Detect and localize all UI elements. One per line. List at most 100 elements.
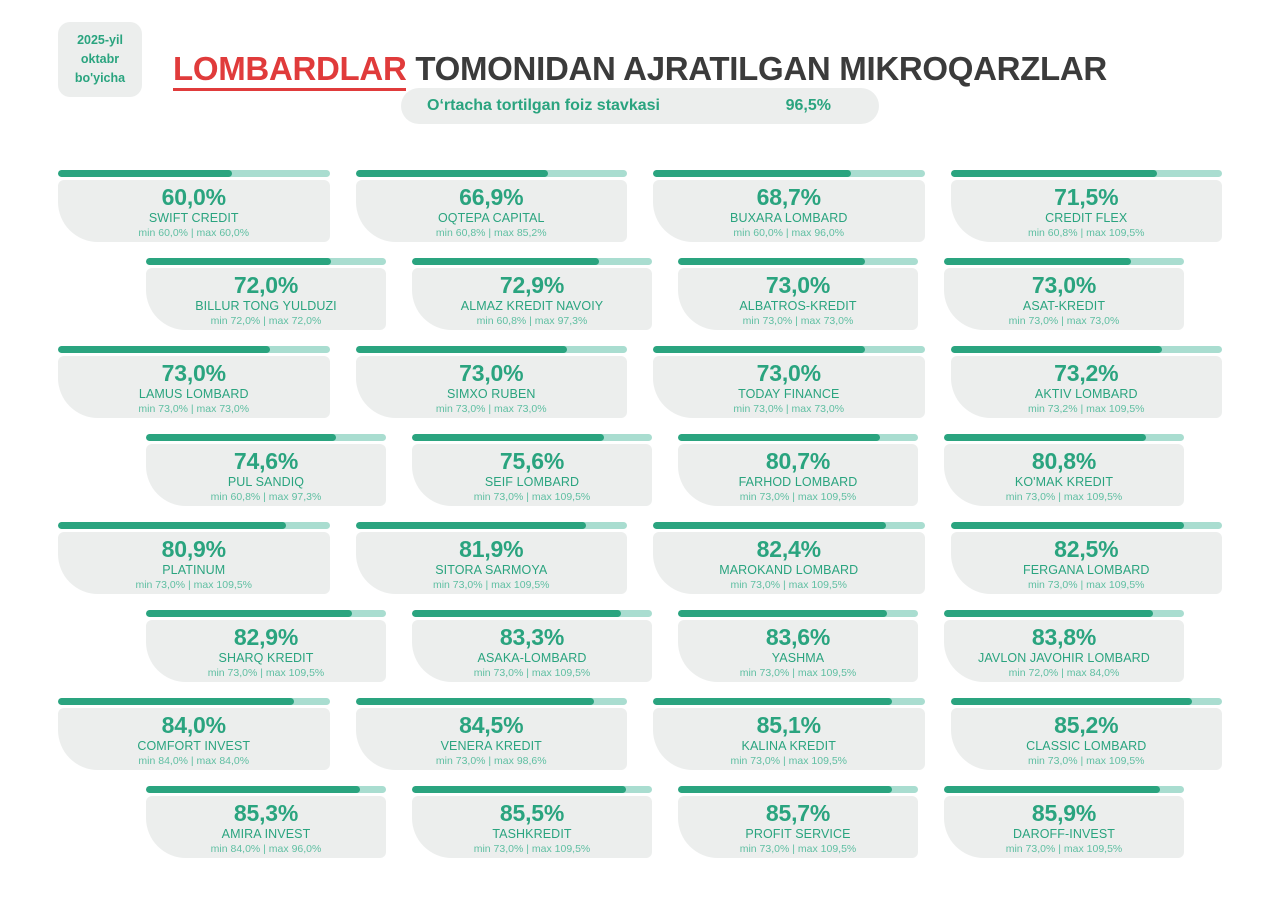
card-body: 82,5% FERGANA LOMBARD min 73,0% | max 109,… bbox=[950, 532, 1222, 594]
card-percentage: 75,6% bbox=[499, 448, 565, 474]
rate-bar-fill bbox=[944, 786, 1160, 793]
card-body: 73,0% ALBATROS-KREDIT min 73,0% | max 73,0… bbox=[678, 268, 918, 330]
rate-bar-fill bbox=[146, 786, 360, 793]
lombard-card[interactable]: 80,7% FARHOD LOMBARD min 73,0% | max 109,5… bbox=[678, 434, 918, 522]
card-percentage: 68,7% bbox=[756, 184, 821, 210]
card-percentage: 83,6% bbox=[765, 624, 831, 650]
lombard-card[interactable]: 82,5% FERGANA LOMBARD min 73,0% | max 109,… bbox=[950, 522, 1222, 610]
lombard-card[interactable]: 80,8% KO'MAK KREDIT min 73,0% | max 109,5% bbox=[944, 434, 1184, 522]
rate-bar-fill bbox=[58, 170, 232, 177]
lombard-card[interactable]: 74,6% PUL SANDIQ min 60,8% | max 97,3% bbox=[146, 434, 386, 522]
rate-bar-track bbox=[950, 522, 1222, 529]
lombard-cards-grid: 60,0% SWIFT CREDIT min 60,0% | max 60,0% 66… bbox=[0, 170, 1280, 874]
card-body: 83,8% JAVLON JAVOHIR LOMBARD min 72,0% | m… bbox=[944, 620, 1184, 682]
card-company-name: PUL SANDIQ bbox=[227, 475, 305, 490]
lombard-card[interactable]: 66,9% OQTEPA CAPITAL min 60,8% | max 85,2% bbox=[355, 170, 627, 258]
card-min-max: min 73,0% | max 109,5% bbox=[207, 666, 325, 679]
lombard-card[interactable]: 85,7% PROFIT SERVICE min 73,0% | max 109,5… bbox=[678, 786, 918, 874]
rate-bar-fill bbox=[653, 346, 865, 353]
card-min-max: min 60,0% | max 96,0% bbox=[733, 226, 845, 239]
rate-bar-track bbox=[412, 258, 652, 265]
card-percentage: 73,0% bbox=[1031, 272, 1097, 298]
card-percentage: 82,5% bbox=[1054, 536, 1119, 562]
rate-bar-fill bbox=[58, 522, 287, 529]
card-min-max: min 73,0% | max 109,5% bbox=[135, 578, 253, 591]
lombard-card[interactable]: 85,2% CLASSIC LOMBARD min 73,0% | max 109,… bbox=[950, 698, 1222, 786]
lombard-card[interactable]: 75,6% SEIF LOMBARD min 73,0% | max 109,5% bbox=[412, 434, 652, 522]
card-company-name: MAROKAND LOMBARD bbox=[719, 563, 859, 578]
card-row: 85,3% AMIRA INVEST min 84,0% | max 96,0% 85… bbox=[0, 786, 1280, 874]
card-company-name: FERGANA LOMBARD bbox=[1022, 563, 1150, 578]
lombard-card[interactable]: 71,5% CREDIT FLEX min 60,8% | max 109,5% bbox=[950, 170, 1222, 258]
card-min-max: min 73,0% | max 109,5% bbox=[473, 666, 591, 679]
lombard-card[interactable]: 85,3% AMIRA INVEST min 84,0% | max 96,0% bbox=[146, 786, 386, 874]
card-percentage: 80,7% bbox=[765, 448, 831, 474]
rate-bar-track bbox=[146, 610, 386, 617]
rate-bar-track bbox=[950, 170, 1222, 177]
rate-bar-track bbox=[678, 786, 918, 793]
card-min-max: min 73,0% | max 109,5% bbox=[1005, 842, 1123, 855]
lombard-card[interactable]: 80,9% PLATINUM min 73,0% | max 109,5% bbox=[58, 522, 330, 610]
lombard-card[interactable]: 73,0% LAMUS LOMBARD min 73,0% | max 73,0% bbox=[58, 346, 330, 434]
lombard-card[interactable]: 83,6% YASHMA min 73,0% | max 109,5% bbox=[678, 610, 918, 698]
lombard-card[interactable]: 72,0% BILLUR TONG YULDUZI min 72,0% | max … bbox=[146, 258, 386, 346]
rate-bar-fill bbox=[146, 610, 353, 617]
card-body: 84,0% COMFORT INVEST min 84,0% | max 84,0% bbox=[58, 708, 330, 770]
lombard-card[interactable]: 60,0% SWIFT CREDIT min 60,0% | max 60,0% bbox=[58, 170, 330, 258]
rate-bar-fill bbox=[412, 610, 621, 617]
card-company-name: PROFIT SERVICE bbox=[745, 827, 851, 842]
card-company-name: SITORA SARMOYA bbox=[435, 563, 548, 578]
rate-bar-track bbox=[146, 786, 386, 793]
card-min-max: min 73,0% | max 109,5% bbox=[739, 842, 857, 855]
card-company-name: YASHMA bbox=[771, 651, 825, 666]
card-body: 80,7% FARHOD LOMBARD min 73,0% | max 109,5… bbox=[678, 444, 918, 506]
card-row: 73,0% LAMUS LOMBARD min 73,0% | max 73,0% 7… bbox=[0, 346, 1280, 434]
card-body: 82,4% MAROKAND LOMBARD min 73,0% | max 109… bbox=[653, 532, 925, 594]
lombard-card[interactable]: 73,0% ALBATROS-KREDIT min 73,0% | max 73,0… bbox=[678, 258, 918, 346]
card-company-name: BILLUR TONG YULDUZI bbox=[195, 299, 337, 314]
card-body: 83,6% YASHMA min 73,0% | max 109,5% bbox=[678, 620, 918, 682]
lombard-card[interactable]: 72,9% ALMAZ KREDIT NAVOIY min 60,8% | max … bbox=[412, 258, 652, 346]
rate-bar-track bbox=[950, 698, 1222, 705]
card-min-max: min 72,0% | max 84,0% bbox=[1008, 666, 1120, 679]
card-company-name: SEIF LOMBARD bbox=[484, 475, 580, 490]
card-company-name: CLASSIC LOMBARD bbox=[1026, 739, 1147, 754]
lombard-card[interactable]: 68,7% BUXARA LOMBARD min 60,0% | max 96,0% bbox=[653, 170, 925, 258]
card-company-name: COMFORT INVEST bbox=[137, 739, 251, 754]
date-badge-line-2: oktabr bbox=[80, 51, 120, 66]
lombard-card[interactable]: 73,0% SIMXO RUBEN min 73,0% | max 73,0% bbox=[355, 346, 627, 434]
lombard-card[interactable]: 82,4% MAROKAND LOMBARD min 73,0% | max 109… bbox=[653, 522, 925, 610]
rate-bar-fill bbox=[653, 522, 887, 529]
lombard-card[interactable]: 73,0% ASAT-KREDIT min 73,0% | max 73,0% bbox=[944, 258, 1184, 346]
rate-bar-fill bbox=[678, 258, 866, 265]
card-company-name: FARHOD LOMBARD bbox=[738, 475, 858, 490]
card-company-name: SWIFT CREDIT bbox=[148, 211, 239, 226]
card-percentage: 71,5% bbox=[1054, 184, 1119, 210]
card-min-max: min 84,0% | max 96,0% bbox=[210, 842, 322, 855]
rate-bar-fill bbox=[355, 698, 595, 705]
lombard-card[interactable]: 85,9% DAROFF-INVEST min 73,0% | max 109,5% bbox=[944, 786, 1184, 874]
rate-bar-fill bbox=[950, 698, 1193, 705]
card-min-max: min 73,0% | max 73,0% bbox=[1008, 314, 1120, 327]
lombard-card[interactable]: 85,1% KALINA KREDIT min 73,0% | max 109,5% bbox=[653, 698, 925, 786]
card-body: 85,5% TASHKREDIT min 73,0% | max 109,5% bbox=[412, 796, 652, 858]
lombard-card[interactable]: 84,0% COMFORT INVEST min 84,0% | max 84,0% bbox=[58, 698, 330, 786]
lombard-card[interactable]: 83,3% ASAKA-LOMBARD min 73,0% | max 109,5% bbox=[412, 610, 652, 698]
lombard-card[interactable]: 85,5% TASHKREDIT min 73,0% | max 109,5% bbox=[412, 786, 652, 874]
lombard-card[interactable]: 82,9% SHARQ KREDIT min 73,0% | max 109,5% bbox=[146, 610, 386, 698]
rate-bar-track bbox=[944, 610, 1184, 617]
rate-bar-track bbox=[412, 610, 652, 617]
card-body: 85,2% CLASSIC LOMBARD min 73,0% | max 109,… bbox=[950, 708, 1222, 770]
card-body: 80,8% KO'MAK KREDIT min 73,0% | max 109,5% bbox=[944, 444, 1184, 506]
page-title-rest: TOMONIDAN AJRATILGAN MIKROQARZLAR bbox=[406, 50, 1107, 88]
lombard-card[interactable]: 73,0% TODAY FINANCE min 73,0% | max 73,0% bbox=[653, 346, 925, 434]
lombard-card[interactable]: 73,2% AKTIV LOMBARD min 73,2% | max 109,5% bbox=[950, 346, 1222, 434]
card-min-max: min 73,0% | max 109,5% bbox=[473, 842, 591, 855]
lombard-card[interactable]: 83,8% JAVLON JAVOHIR LOMBARD min 72,0% | m… bbox=[944, 610, 1184, 698]
card-body: 73,0% ASAT-KREDIT min 73,0% | max 73,0% bbox=[944, 268, 1184, 330]
rate-bar-fill bbox=[944, 610, 1153, 617]
lombard-card[interactable]: 81,9% SITORA SARMOYA min 73,0% | max 109,5… bbox=[355, 522, 627, 610]
card-min-max: min 73,0% | max 73,0% bbox=[733, 402, 845, 415]
lombard-card[interactable]: 84,5% VENERA KREDIT min 73,0% | max 98,6% bbox=[355, 698, 627, 786]
card-company-name: BUXARA LOMBARD bbox=[730, 211, 848, 226]
